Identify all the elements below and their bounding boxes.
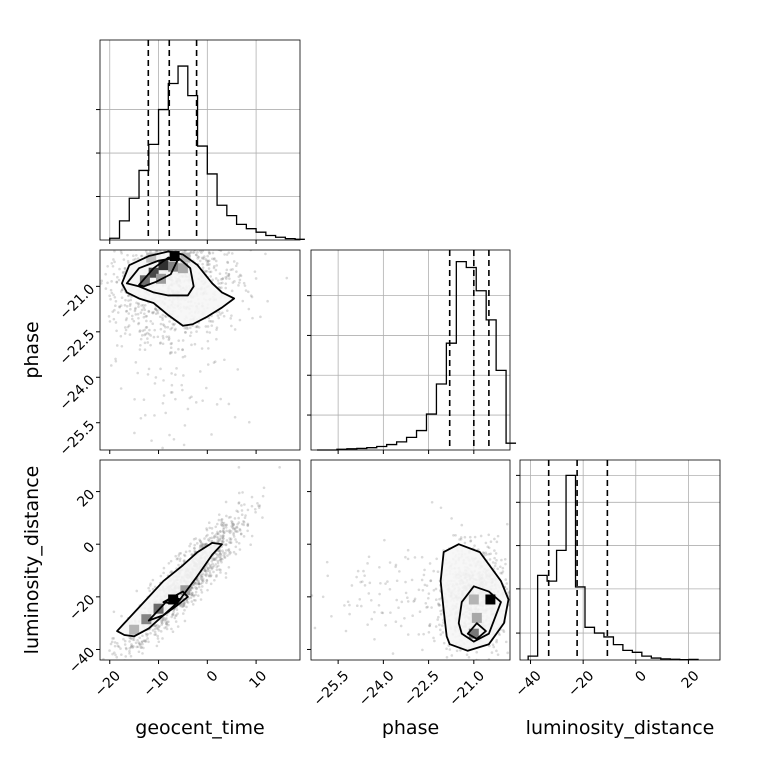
scatter-panel-geocent_time-luminosity_distance — [96, 459, 301, 664]
hist-panel-luminosity_distance — [516, 459, 721, 664]
contour-level-0 — [439, 543, 510, 652]
scatter-frame — [99, 249, 301, 451]
x-axis-label-phase: phase — [382, 717, 439, 739]
x-tick-label-phase-2: −22.5 — [401, 668, 443, 710]
contour-level-1 — [125, 256, 195, 297]
density-cell-0 — [168, 594, 179, 605]
x-tick-label-phase-3: −21.0 — [446, 668, 488, 710]
scatter-panel-phase-luminosity_distance — [307, 459, 511, 664]
y-axis-label-phase: phase — [21, 321, 43, 378]
density-fill — [117, 542, 222, 637]
y-tick-label-luminosity_distance-3: 20 — [74, 487, 98, 511]
density-cell-1 — [158, 260, 169, 271]
hist-frame — [99, 39, 301, 241]
contour-level-2 — [138, 256, 179, 288]
density-cell-8 — [146, 252, 157, 263]
x-tick-label-phase-0: −25.5 — [311, 668, 353, 710]
density-cell-2 — [148, 267, 159, 278]
density-cell-2 — [471, 612, 482, 623]
y-tick-label-phase-2: −22.5 — [57, 327, 99, 369]
y-tick-label-phase-1: −24.0 — [57, 372, 99, 414]
x-tick-label-geocent_time-3: 10 — [246, 668, 270, 692]
density-cell-5 — [177, 263, 188, 274]
panel-content — [311, 500, 510, 660]
x-tick-label-luminosity_distance-3: 20 — [679, 668, 703, 692]
scatter-frame — [310, 459, 511, 661]
density-cell-0 — [485, 594, 496, 605]
density-cell-1 — [468, 628, 479, 639]
scatter-panel-geocent_time-phase — [96, 249, 301, 454]
y-tick-label-luminosity_distance-2: 0 — [81, 539, 99, 557]
x-tick-label-phase-1: −24.0 — [356, 668, 398, 710]
x-tick-label-geocent_time-0: −20 — [92, 668, 124, 700]
density-cell-3 — [139, 275, 150, 286]
panel-content — [100, 250, 289, 450]
x-tick-label-luminosity_distance-0: −40 — [513, 668, 545, 700]
contour-level-1 — [457, 585, 502, 643]
y-axis-label-luminosity_distance: luminosity_distance — [21, 466, 43, 655]
histogram-step — [527, 474, 699, 661]
density-cell-0 — [169, 251, 180, 262]
hist-panel-geocent_time — [96, 39, 305, 244]
density-cell-4 — [129, 624, 140, 635]
density-cell-3 — [468, 594, 479, 605]
density-cell-4 — [168, 261, 179, 272]
histogram-step — [317, 261, 517, 451]
y-tick-label-phase-0: −25.5 — [57, 418, 99, 460]
density-cell-2 — [141, 614, 152, 625]
scatter-frame — [99, 459, 301, 661]
contour-level-0 — [121, 250, 236, 327]
x-tick-label-luminosity_distance-1: −20 — [565, 668, 597, 700]
contour-level-2 — [466, 622, 487, 640]
x-tick-label-luminosity_distance-2: 0 — [632, 668, 650, 686]
x-axis-label-geocent_time: geocent_time — [135, 717, 264, 739]
panel-content — [102, 466, 281, 660]
hist-frame — [310, 249, 511, 451]
hist-panel-phase — [307, 249, 517, 454]
y-tick-label-luminosity_distance-0: −40 — [66, 644, 98, 676]
contour-level-2 — [162, 595, 182, 605]
x-tick-label-geocent_time-1: −10 — [141, 668, 173, 700]
hist-frame — [519, 459, 721, 661]
histogram-step — [109, 65, 305, 240]
y-tick-label-phase-3: −21.0 — [57, 281, 99, 323]
x-axis-label-luminosity_distance: luminosity_distance — [526, 717, 715, 739]
density-cell-7 — [180, 252, 191, 263]
y-tick-label-luminosity_distance-1: −20 — [66, 592, 98, 624]
x-tick-label-geocent_time-2: 0 — [204, 668, 222, 686]
scatter-points — [100, 250, 289, 450]
density-cell-3 — [180, 585, 191, 596]
contour-level-0 — [116, 541, 223, 638]
contour-level-1 — [147, 590, 189, 622]
